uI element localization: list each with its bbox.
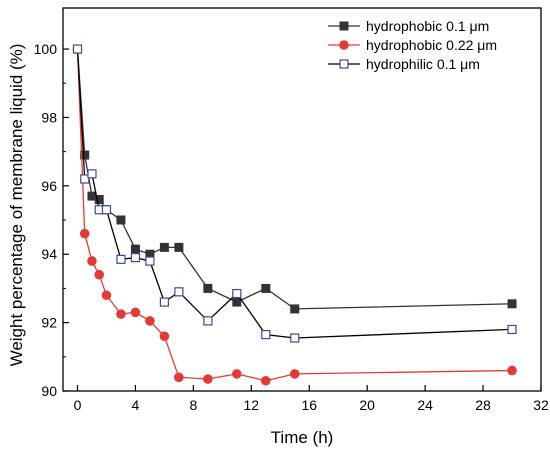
series-0-point-5 [116,215,126,225]
x-axis-title: Time (h) [271,428,334,447]
series-1-point-7 [145,316,155,326]
series-2-point-7 [145,256,155,266]
series-0-point-12 [261,283,271,293]
x-tick-label-3: 12 [244,397,260,413]
series-1-point-1 [79,228,90,239]
legend-label-1: hydrophobic 0.22 μm [366,37,497,53]
y-tick-label-0: 90 [41,383,57,399]
series-2-point-9 [174,287,184,297]
series-1-point-12 [260,375,271,386]
x-tick-label-2: 8 [189,397,197,413]
series-0-point-11 [232,297,242,307]
series-0 [72,44,517,314]
legend-marker-0 [339,21,349,31]
series-0-point-8 [159,242,169,252]
y-axis-title: Weight percentage of membrane liquid (%) [7,44,26,367]
x-tick-label-5: 20 [359,397,375,413]
series-2-point-1 [80,174,90,184]
x-tick-label-8: 32 [533,397,549,413]
series-1-point-5 [116,309,126,319]
series-0-point-3 [94,195,104,204]
plot-frame [62,7,542,392]
legend: hydrophobic 0.1 μm hydrophobic 0.22 μm hyd… [328,18,497,72]
y-tick-label-2: 94 [41,246,57,262]
legend-item-1: hydrophobic 0.22 μm [328,37,497,53]
x-tick-label-6: 24 [417,397,433,413]
series-2 [72,44,517,343]
series-0-point-13 [290,304,300,314]
y-tick-label-1: 92 [41,315,57,331]
series-1-point-11 [232,369,242,379]
series-1-point-2 [87,256,97,266]
legend-item-0: hydrophobic 0.1 μm [328,18,489,34]
axis-ticks: 0 4 8 12 16 20 24 28 32 90 92 94 96 98 100 [34,41,549,413]
x-tick-label-4: 16 [301,397,317,413]
x-tick-label-7: 28 [475,397,491,413]
series-layer [72,44,517,386]
series-1-point-13 [289,369,300,379]
series-1-point-3 [94,269,105,280]
series-2-point-12 [261,329,271,340]
legend-label-2: hydrophilic 0.1 μm [366,56,480,72]
series-0-point-9 [174,242,184,252]
series-2-line [76,48,513,339]
series-2-point-11 [232,288,242,299]
y-tick-label-3: 96 [41,178,57,194]
series-1-point-9 [174,372,184,383]
series-0-point-1 [80,150,90,160]
series-2-point-2 [87,169,97,179]
series-2-point-14 [507,324,517,335]
series-2-point-4 [101,205,112,215]
legend-marker-2 [339,59,349,69]
series-2-point-13 [290,333,300,343]
series-1 [72,44,517,386]
series-0-point-6 [130,244,140,254]
legend-label-0: hydrophobic 0.1 μm [366,18,489,34]
series-0-point-10 [203,283,213,293]
series-2-point-5 [116,254,126,264]
series-1-point-4 [101,290,112,301]
legend-marker-1 [339,40,349,50]
series-0-line [76,48,513,310]
series-1-point-8 [159,331,170,342]
series-1-line [76,48,513,382]
series-1-point-14 [507,365,517,376]
series-1-point-6 [130,307,141,318]
y-tick-label-5: 100 [34,41,58,57]
x-tick-label-0: 0 [74,397,82,413]
legend-item-2: hydrophilic 0.1 μm [328,56,480,72]
series-2-point-0 [72,44,83,54]
series-2-point-8 [159,297,169,307]
y-tick-label-4: 98 [41,109,57,125]
series-2-point-10 [203,316,213,326]
series-2-point-6 [130,253,141,263]
series-0-point-14 [507,299,517,309]
series-1-point-10 [203,374,213,384]
x-tick-label-1: 4 [132,397,140,413]
